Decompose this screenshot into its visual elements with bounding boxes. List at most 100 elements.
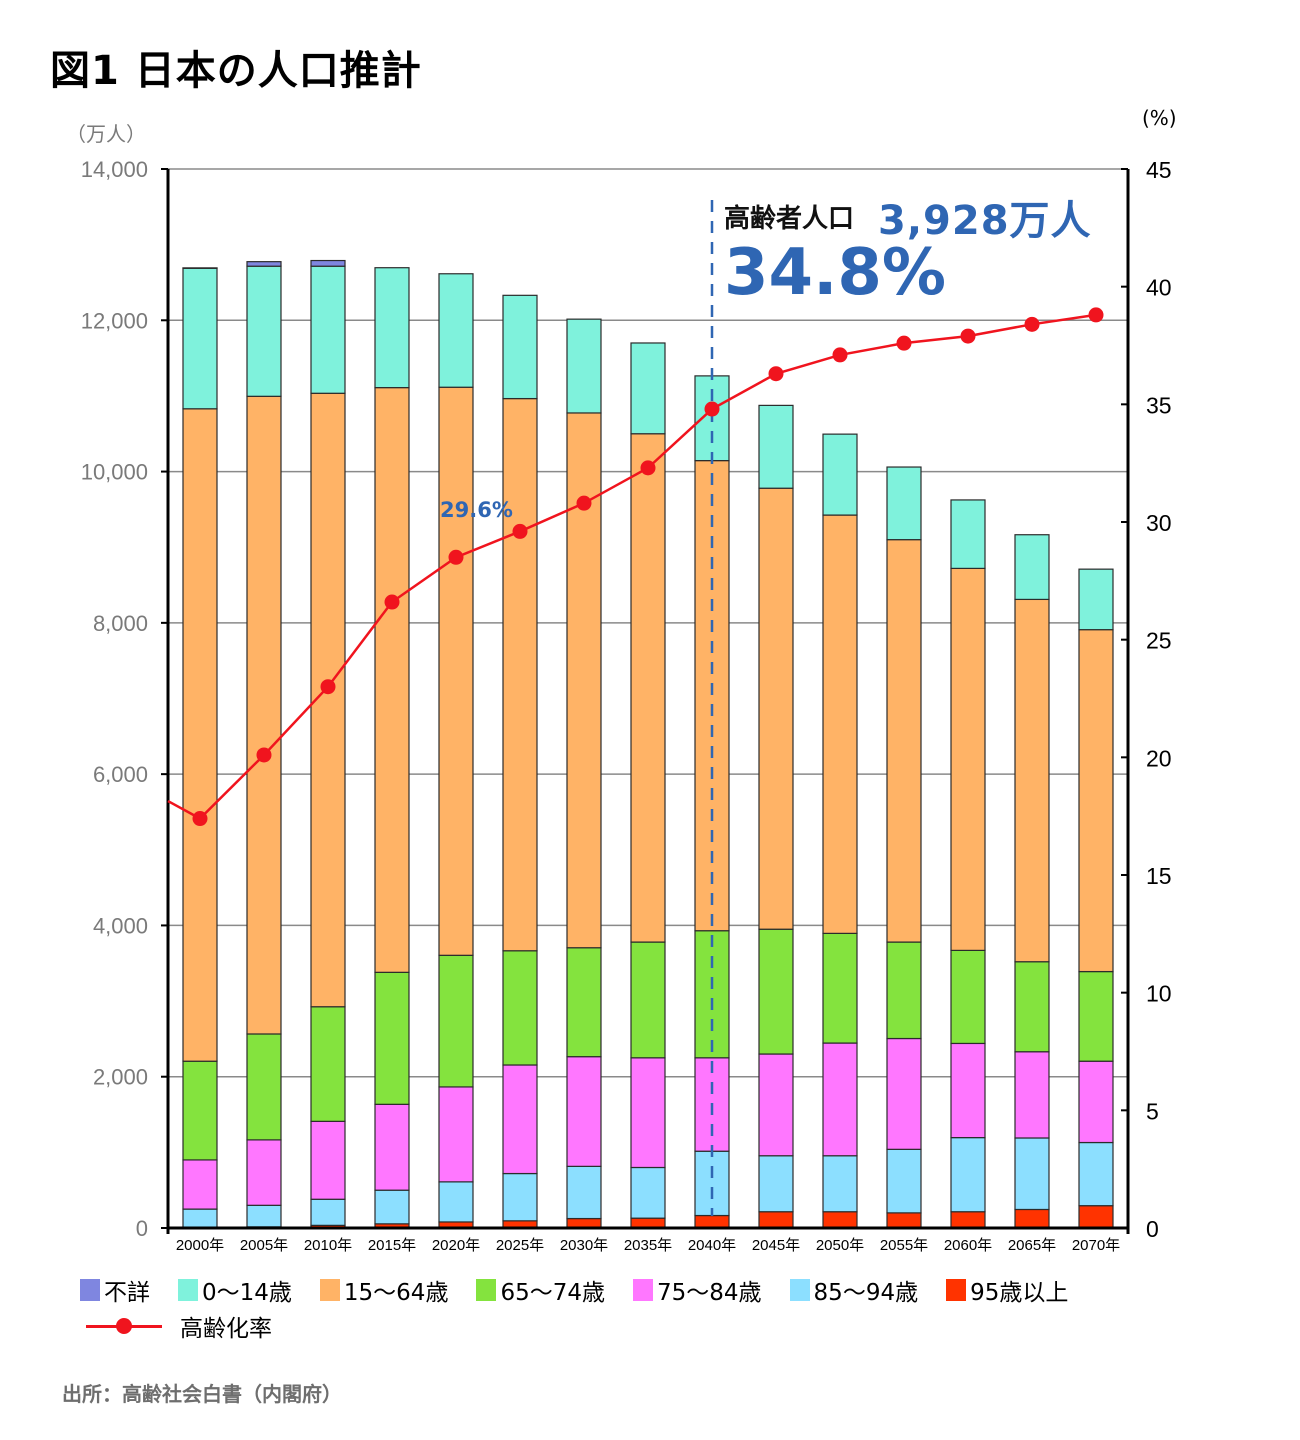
left-axis-tick-label: 6,000: [93, 762, 148, 787]
bar-segment: [822, 1155, 858, 1213]
legend-label: 不詳: [104, 1280, 150, 1306]
legend-label-elderly-rate: 高齢化率: [180, 1316, 272, 1342]
bar-segment: [950, 567, 986, 951]
bar-segment: [566, 947, 602, 1058]
bar-segment: [502, 1172, 538, 1222]
legend-swatch: [476, 1279, 497, 1301]
x-axis-tick-label: 2005年: [240, 1237, 288, 1254]
bar-segment: [694, 1150, 730, 1217]
bar-segment: [310, 265, 346, 394]
bar-segment: [630, 433, 666, 943]
legend-label: 85〜94歳: [813, 1280, 919, 1306]
bar-segment: [310, 1120, 346, 1200]
elderly-rate-point: [576, 495, 592, 511]
left-axis-tick-label: 12,000: [81, 308, 148, 333]
elderly-rate-point: [896, 335, 912, 351]
source-note: 出所：高齢社会白書（内閣府）: [62, 1382, 342, 1406]
bar-segment: [758, 1211, 794, 1229]
legend-swatch: [633, 1279, 653, 1301]
legend-swatch: [319, 1279, 340, 1301]
elderly-rate-point: [1088, 307, 1104, 323]
bar-segment: [1078, 970, 1114, 1062]
bar-segment: [886, 941, 922, 1040]
bar-segment: [182, 267, 218, 410]
elderly-rate-point: [768, 366, 784, 382]
elderly-rate-point: [256, 747, 272, 763]
bar-segment: [1078, 1141, 1114, 1207]
bar-segment: [694, 1214, 730, 1229]
bar-segment: [374, 267, 410, 389]
legend-swatch: [178, 1279, 198, 1301]
bar-segment: [438, 1086, 474, 1183]
bar-segment: [630, 1166, 666, 1219]
bar-segment: [886, 1037, 922, 1150]
bar-segment: [374, 387, 410, 973]
elderly-rate-point: [512, 523, 528, 539]
bar-segment: [1014, 1208, 1050, 1229]
elderly-rate-2040: 34.8%: [724, 236, 947, 310]
bar-segment: [566, 1056, 602, 1167]
bar-segment: [758, 487, 794, 930]
bar-segment: [630, 1057, 666, 1169]
bar-segment: [566, 318, 602, 414]
x-axis-tick-label: 2065年: [1008, 1237, 1056, 1254]
bar-segment: [566, 1165, 602, 1220]
bar-segment: [630, 941, 666, 1059]
legend-swatch: [80, 1279, 100, 1301]
bar-segment: [822, 932, 858, 1044]
bar-segment: [374, 971, 410, 1105]
bar-segment: [886, 1212, 922, 1229]
right-axis-tick-label: 10: [1146, 981, 1172, 1007]
bar-segment: [1078, 1060, 1114, 1144]
x-axis-tick-label: 2030年: [560, 1237, 608, 1254]
elderly-rate-point: [192, 811, 208, 827]
legend-item-65-74: 65〜74歳: [476, 1273, 605, 1307]
bar-segment: [950, 1137, 986, 1213]
right-axis-tick-label: 45: [1146, 157, 1172, 183]
legend-swatch: [789, 1279, 810, 1301]
bar-segment: [886, 1148, 922, 1214]
legend-row-bars: 不詳 0〜14歳 15〜64歳 65〜74歳 75〜84歳 85〜94歳 95歳…: [80, 1272, 1096, 1308]
bar-segment: [950, 499, 986, 569]
x-axis-tick-label: 2035年: [624, 1237, 672, 1254]
bar-segment: [502, 397, 538, 952]
left-axis-unit: （万人）: [66, 122, 146, 146]
bar-segment: [310, 1006, 346, 1122]
x-axis-tick-label: 2050年: [816, 1237, 864, 1254]
x-axis-tick-label: 2070年: [1072, 1237, 1120, 1254]
left-axis-tick-label: 10,000: [81, 460, 148, 485]
x-axis-tick-label: 2020年: [432, 1237, 480, 1254]
bar-segment: [438, 273, 474, 388]
bar-segment: [1014, 598, 1050, 963]
bar-segment: [886, 539, 922, 943]
elderly-rate-line: [167, 313, 1097, 821]
bar-segment: [246, 261, 282, 267]
bar-segment: [1078, 629, 1114, 973]
bar-segment: [758, 928, 794, 1055]
bar-segment: [502, 1064, 538, 1175]
x-axis-tick-label: 2060年: [944, 1237, 992, 1254]
x-axis-tick-label: 2010年: [304, 1237, 352, 1254]
bar-segment: [822, 433, 858, 516]
right-axis-tick-label: 0: [1146, 1216, 1159, 1242]
bar-segment: [630, 342, 666, 435]
bar-segment: [310, 1198, 346, 1226]
bar-segment: [246, 395, 282, 1035]
x-axis-tick-label: 2045年: [752, 1237, 800, 1254]
legend-item-85-94: 85〜94歳: [789, 1273, 919, 1307]
legend-label: 15〜64歳: [343, 1280, 449, 1306]
bar-segment: [310, 259, 346, 267]
legend-row-line: 高齢化率: [80, 1308, 1096, 1344]
right-axis-tick-label: 20: [1146, 745, 1172, 771]
bar-segment: [246, 1139, 282, 1206]
bar-segment: [1014, 534, 1050, 601]
left-axis-tick-label: 0: [136, 1216, 148, 1241]
bar-segment: [438, 954, 474, 1088]
chart-title: 図1 日本の人口推計: [50, 48, 422, 94]
left-axis-tick-label: 4,000: [93, 913, 148, 938]
bar-segment: [502, 950, 538, 1066]
elderly-rate-point: [704, 401, 720, 417]
right-axis-tick-label: 30: [1146, 510, 1172, 536]
x-axis-tick-label: 2000年: [176, 1237, 224, 1254]
x-axis-tick-label: 2025年: [496, 1237, 544, 1254]
